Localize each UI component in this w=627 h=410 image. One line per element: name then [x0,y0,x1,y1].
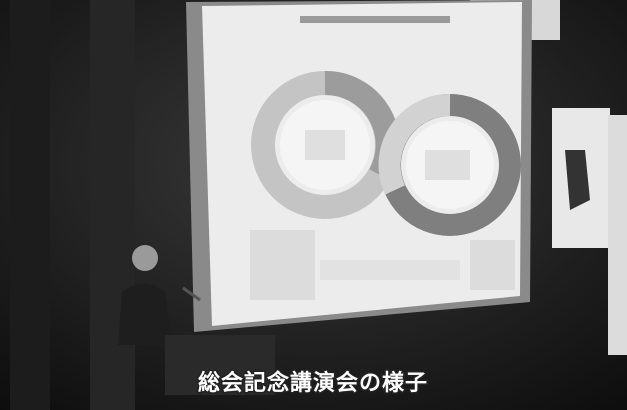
speaker-head [132,245,158,271]
scene-drawing: 総会記念講演会の様子 [0,0,627,410]
side-banner [608,115,627,355]
slide-table [250,230,315,300]
slide-notes [320,260,460,280]
photo: 総会記念講演会の様子 [0,0,627,410]
caption: 総会記念講演会の様子 [198,370,428,396]
speaker-body [118,284,172,346]
wall-panel [90,0,135,410]
slide-table [470,240,515,290]
wall-panel [10,0,50,410]
donut-label [425,150,470,180]
donut-label [305,130,345,160]
slide-title [300,16,450,23]
